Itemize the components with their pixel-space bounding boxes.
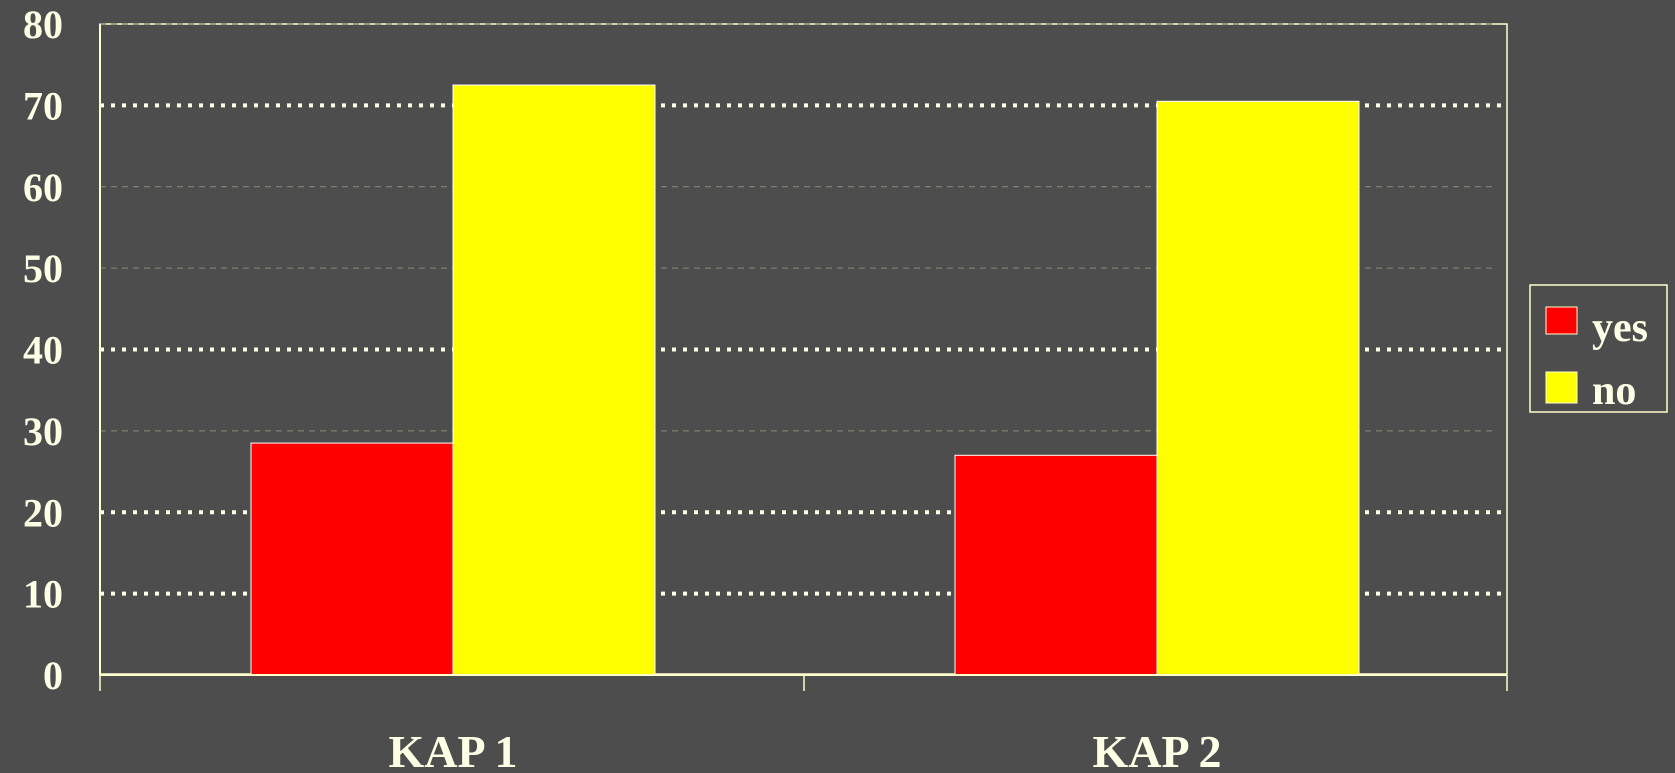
bar-no-kap-2	[1156, 100, 1360, 676]
y-tick-label-30: 30	[23, 409, 63, 454]
y-tick-label-20: 20	[23, 490, 63, 535]
legend-label-yes: yes	[1592, 305, 1648, 351]
y-tick-label-10: 10	[23, 572, 63, 617]
bar-no-kap-1	[452, 84, 656, 676]
y-tick-label-80: 80	[23, 2, 63, 47]
bar-yes-kap-1	[250, 442, 454, 676]
axes	[99, 24, 1508, 691]
legend: yes no	[1529, 284, 1668, 414]
y-tick-label-40: 40	[23, 328, 63, 373]
category-labels: KAP 1 KAP 2	[388, 726, 1221, 773]
legend-swatch-yes	[1545, 306, 1578, 335]
category-label-kap-1: KAP 1	[388, 726, 517, 773]
y-tick-label-0: 0	[43, 653, 63, 698]
legend-swatch-no	[1545, 371, 1578, 404]
bar-yes-kap-2	[954, 454, 1158, 676]
y-tick-label-50: 50	[23, 246, 63, 291]
y-tick-label-70: 70	[23, 83, 63, 128]
legend-label-no: no	[1592, 368, 1636, 414]
legend-box	[1529, 284, 1668, 413]
y-tick-labels: 0 10 20 30 40 50 60 70 80	[23, 2, 63, 698]
category-label-kap-2: KAP 2	[1092, 726, 1221, 773]
bars	[250, 84, 1360, 676]
y-tick-label-60: 60	[23, 165, 63, 210]
